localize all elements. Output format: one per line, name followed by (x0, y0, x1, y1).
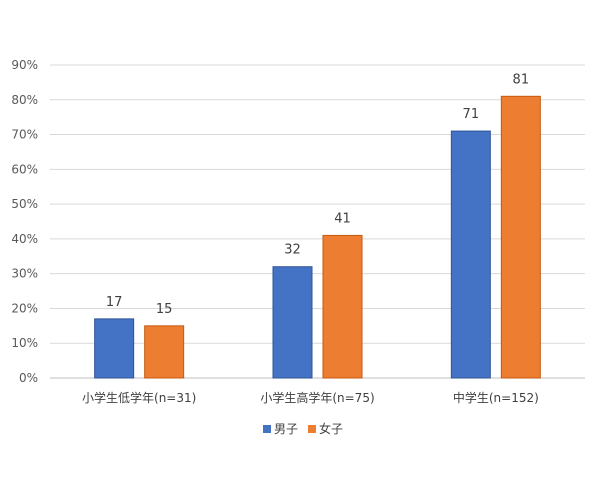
bars (94, 95, 541, 379)
legend: 男子 女子 (263, 421, 343, 436)
bar-girls-1 (322, 234, 363, 379)
y-tick-label: 30% (11, 267, 38, 281)
legend-label-boys: 男子 (274, 422, 298, 436)
data-label: 32 (284, 243, 301, 258)
gridlines (50, 64, 585, 379)
category-label: 小学生高学年(n=75) (260, 390, 374, 405)
data-label: 81 (513, 72, 530, 87)
bar-girls-0 (144, 325, 185, 379)
y-tick-label: 70% (11, 128, 38, 142)
category-label: 小学生低学年(n=31) (82, 390, 196, 405)
data-labels: 17 15 32 41 71 81 (106, 72, 529, 317)
bar-boys-2 (450, 130, 491, 379)
legend-label-girls: 女子 (319, 421, 343, 436)
category-label: 中学生(n=152) (453, 390, 539, 405)
y-tick-label: 80% (11, 93, 38, 107)
data-label: 71 (463, 107, 480, 122)
bar-girls-2 (500, 95, 541, 379)
data-label: 41 (334, 211, 351, 226)
y-tick-label: 90% (11, 58, 38, 72)
y-tick-label: 0% (19, 371, 38, 385)
bar-boys-0 (94, 318, 135, 379)
y-tick-label: 60% (11, 162, 38, 176)
legend-swatch-boys (263, 425, 271, 433)
y-tick-label: 50% (11, 197, 38, 211)
legend-swatch-girls (308, 425, 316, 433)
data-label: 15 (156, 302, 173, 317)
data-label: 17 (106, 295, 123, 310)
y-tick-label: 20% (11, 301, 38, 315)
x-axis-category-labels: 小学生低学年(n=31) 小学生高学年(n=75) 中学生(n=152) (82, 390, 539, 405)
y-axis-tick-labels: 0% 10% 20% 30% 40% 50% 60% 70% 80% 90% (11, 58, 38, 385)
y-tick-label: 10% (11, 336, 38, 350)
bar-boys-1 (272, 266, 313, 379)
y-tick-label: 40% (11, 232, 38, 246)
